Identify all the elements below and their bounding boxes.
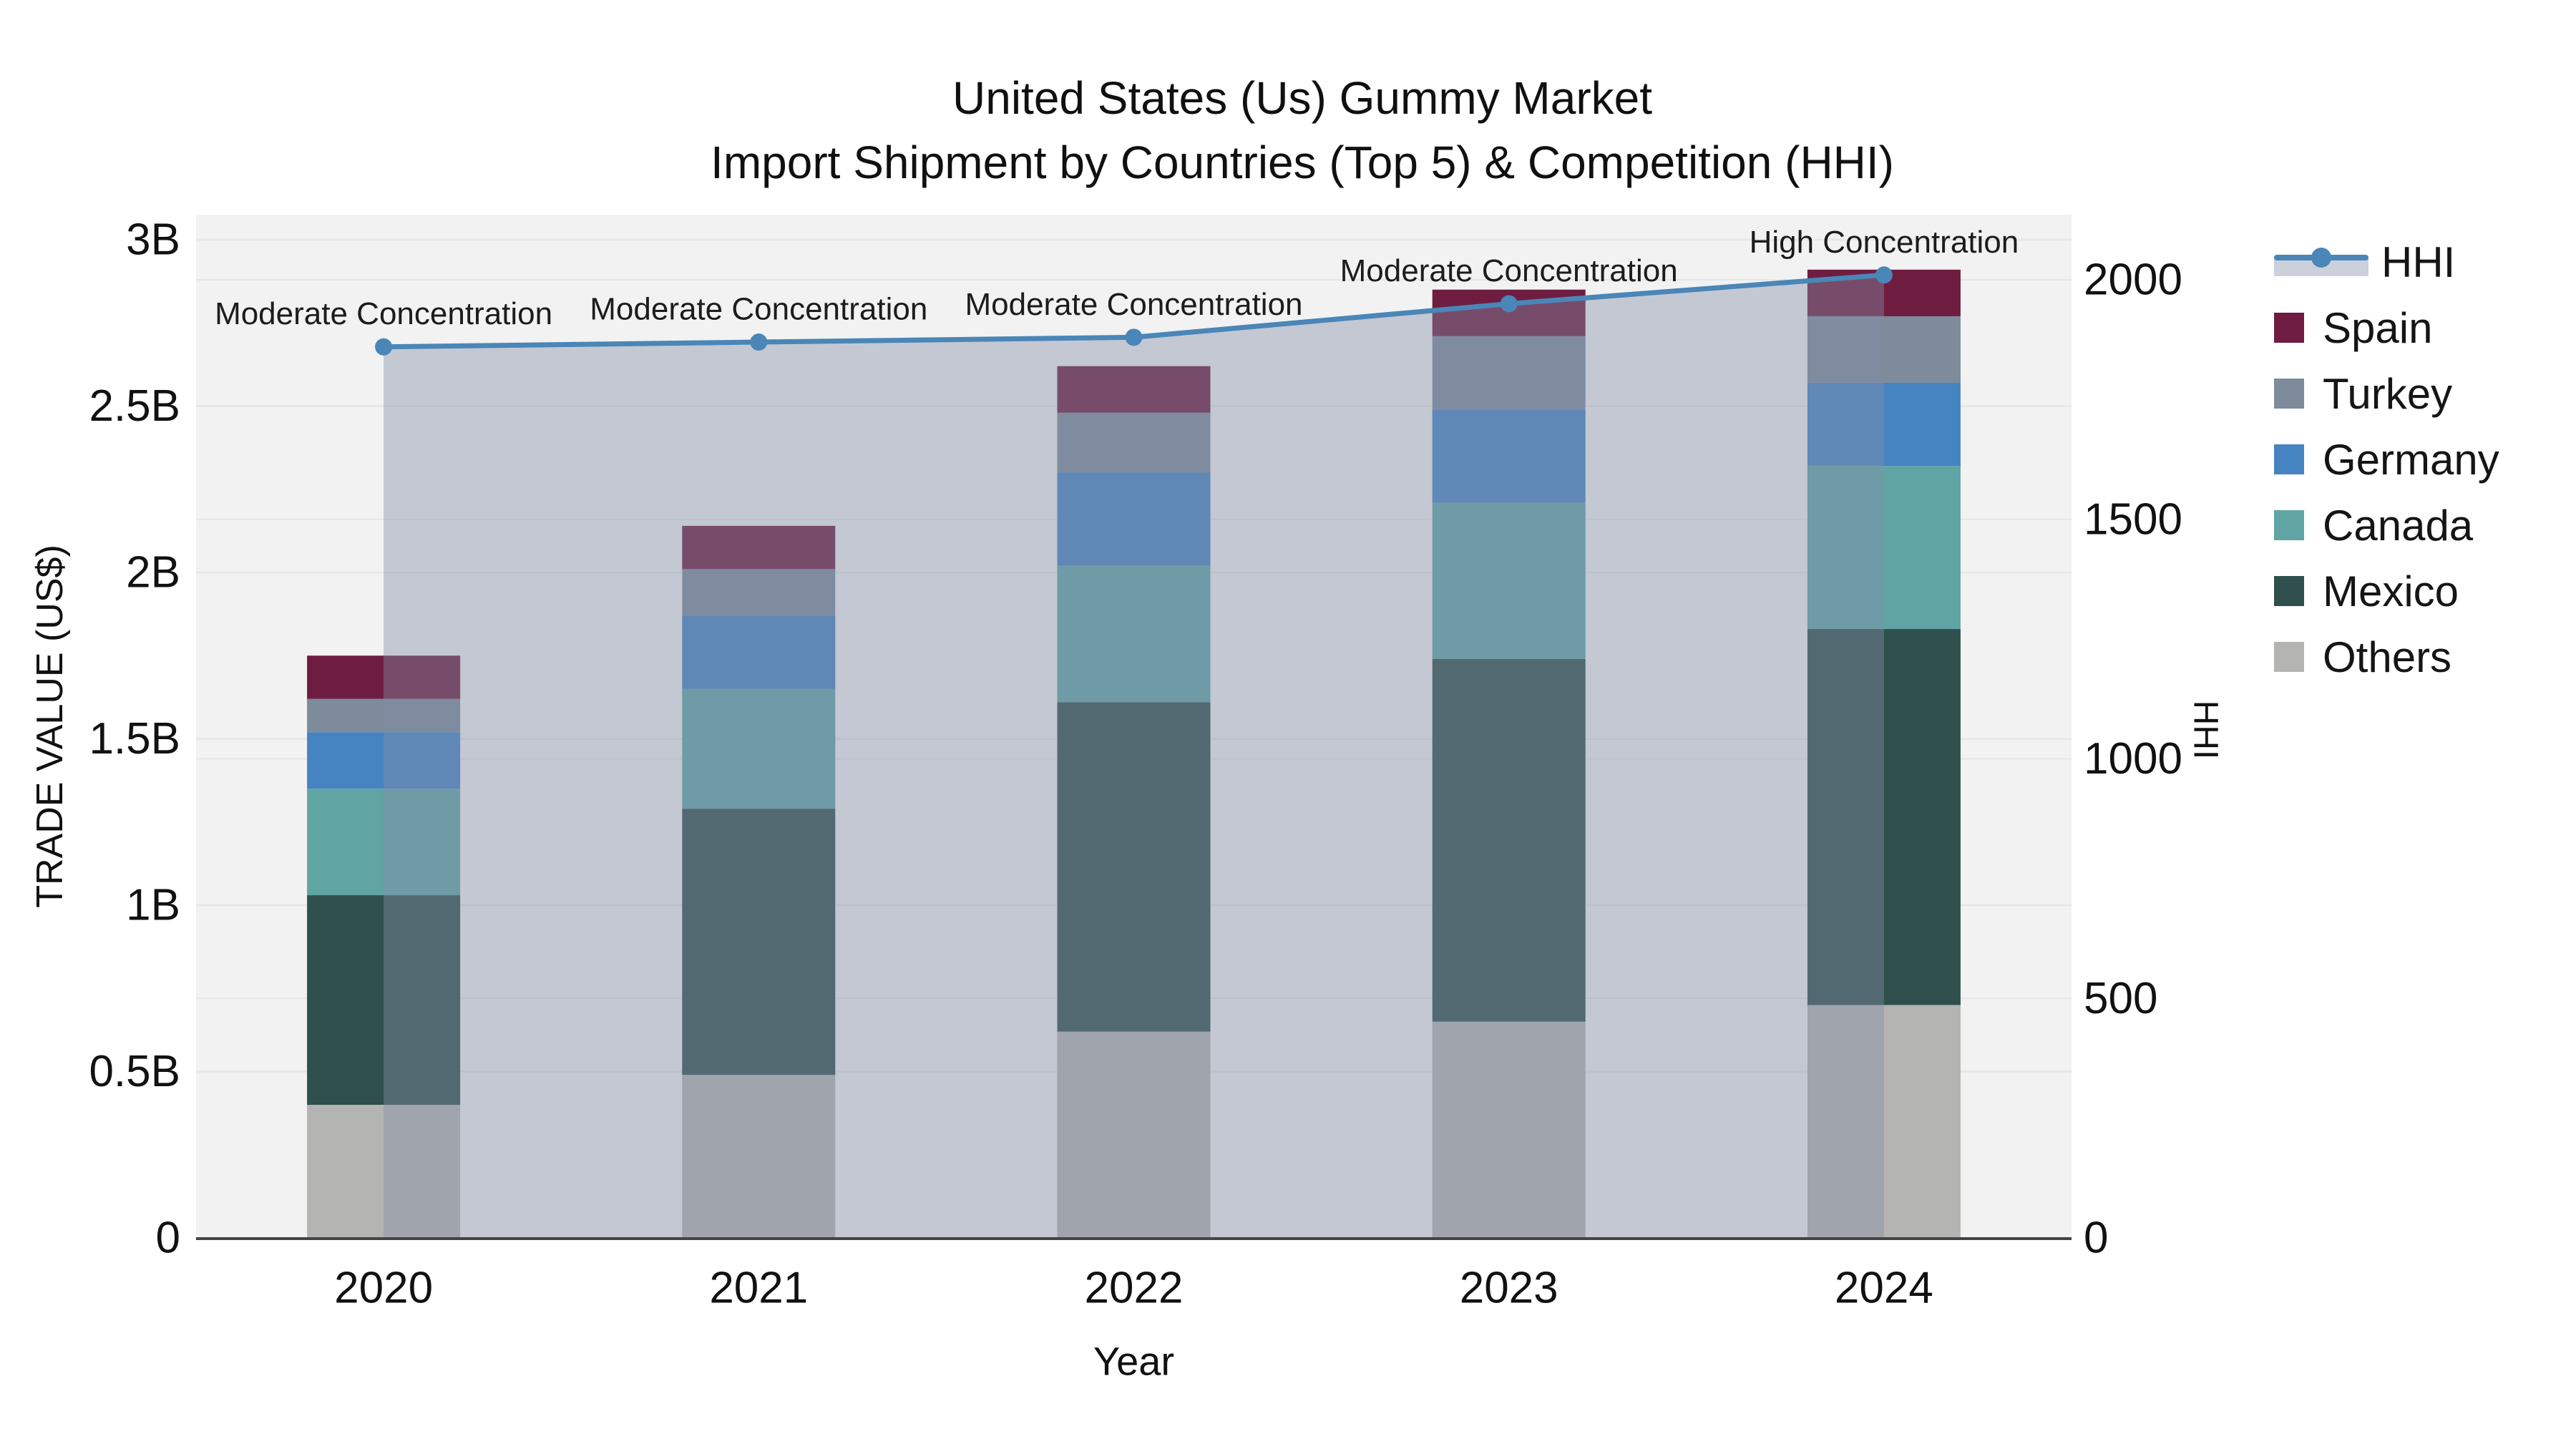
bar-segment-turkey-2024[interactable] — [1807, 316, 1961, 383]
annotation-2022: Moderate Concentration — [965, 287, 1302, 322]
hhi-point-2022[interactable] — [1125, 328, 1143, 346]
chart-title-line2: Import Shipment by Countries (Top 5) & C… — [711, 137, 1894, 188]
bar-segment-others-2022[interactable] — [1057, 1031, 1211, 1238]
legend-item-germany[interactable]: Germany — [2274, 426, 2499, 492]
left-axis-tick-0: 0 — [156, 1214, 180, 1263]
bar-segment-mexico-2020[interactable] — [307, 895, 461, 1105]
legend-label-canada: Canada — [2323, 501, 2474, 550]
hhi-point-2020[interactable] — [375, 338, 393, 356]
legend-label-mexico: Mexico — [2323, 567, 2459, 615]
bar-segment-turkey-2020[interactable] — [307, 698, 461, 733]
legend-swatch-mexico — [2274, 576, 2304, 606]
bar-segment-turkey-2021[interactable] — [682, 569, 836, 616]
x-axis-tick-2021: 2021 — [709, 1264, 808, 1313]
legend-item-mexico[interactable]: Mexico — [2274, 558, 2499, 624]
bar-segment-others-2020[interactable] — [307, 1105, 461, 1238]
hhi-area-fill — [384, 275, 1884, 1238]
bar-segment-germany-2023[interactable] — [1432, 409, 1586, 503]
bar-segment-canada-2022[interactable] — [1057, 565, 1211, 703]
bar-segment-germany-2022[interactable] — [1057, 472, 1211, 566]
bar-segment-spain-2022[interactable] — [1057, 366, 1211, 413]
bar-segment-canada-2020[interactable] — [307, 789, 461, 896]
bar-segment-others-2021[interactable] — [682, 1075, 836, 1238]
bar-segment-mexico-2022[interactable] — [1057, 702, 1211, 1032]
legend-swatch-turkey — [2274, 379, 2304, 409]
annotation-2021: Moderate Concentration — [590, 292, 927, 327]
legend-swatch-canada — [2274, 510, 2304, 540]
legend-item-spain[interactable]: Spain — [2274, 295, 2499, 361]
bar-segment-others-2023[interactable] — [1432, 1021, 1586, 1238]
hhi-marker-dot-icon — [2311, 248, 2331, 268]
legend-label-hhi: HHI — [2381, 238, 2456, 286]
bar-segment-mexico-2024[interactable] — [1807, 629, 1961, 1005]
right-axis-tick-1500: 1500 — [2084, 494, 2182, 544]
bar-segment-spain-2020[interactable] — [307, 655, 461, 699]
bar-segment-canada-2021[interactable] — [682, 688, 836, 809]
chart-title-line1: United States (Us) Gummy Market — [952, 72, 1652, 124]
legend-label-spain: Spain — [2323, 303, 2433, 352]
legend-item-others[interactable]: Others — [2274, 624, 2499, 690]
right-axis-tick-2000: 2000 — [2084, 255, 2182, 305]
bar-segment-turkey-2023[interactable] — [1432, 336, 1586, 410]
left-axis-tick-2.5B: 2.5B — [89, 381, 180, 431]
annotation-2020: Moderate Concentration — [215, 296, 552, 331]
right-axis-tick-0: 0 — [2084, 1214, 2108, 1263]
left-axis-tick-0.5B: 0.5B — [89, 1047, 180, 1096]
bar-segment-others-2024[interactable] — [1807, 1005, 1961, 1239]
legend-swatch-germany — [2274, 444, 2304, 474]
bar-segment-spain-2021[interactable] — [682, 525, 836, 570]
x-axis-title: Year — [1093, 1339, 1174, 1384]
hhi-point-2021[interactable] — [750, 333, 768, 351]
annotation-2024: High Concentration — [1750, 225, 2019, 260]
legend-item-canada[interactable]: Canada — [2274, 492, 2499, 558]
bar-segment-germany-2020[interactable] — [307, 732, 461, 789]
left-axis-tick-2B: 2B — [126, 548, 180, 597]
bar-segment-mexico-2023[interactable] — [1432, 658, 1586, 1022]
chart-title: United States (Us) Gummy Market Import S… — [711, 66, 1894, 195]
bar-segment-canada-2024[interactable] — [1807, 466, 1961, 630]
legend-swatch-spain — [2274, 313, 2304, 343]
chart-legend: HHI Spain Turkey Germany Canada Mexico Others — [2274, 229, 2499, 690]
bar-segment-germany-2024[interactable] — [1807, 382, 1961, 467]
left-axis-tick-3B: 3B — [126, 215, 180, 265]
hhi-point-2023[interactable] — [1500, 295, 1518, 313]
legend-item-turkey[interactable]: Turkey — [2274, 361, 2499, 426]
annotation-2023: Moderate Concentration — [1340, 253, 1678, 288]
right-axis-tick-1000: 1000 — [2084, 734, 2182, 784]
legend-label-others: Others — [2323, 633, 2452, 681]
x-axis-tick-2020: 2020 — [334, 1264, 433, 1313]
legend-label-germany: Germany — [2323, 435, 2499, 484]
left-axis-tick-1B: 1B — [126, 881, 180, 930]
right-axis-tick-500: 500 — [2084, 974, 2157, 1023]
bar-segment-germany-2021[interactable] — [682, 615, 836, 689]
legend-item-hhi[interactable]: HHI — [2274, 229, 2499, 295]
hhi-line-legend-icon — [2274, 245, 2368, 279]
hhi-point-2024[interactable] — [1875, 266, 1893, 284]
left-axis-tick-1.5B: 1.5B — [89, 714, 180, 763]
legend-label-turkey: Turkey — [2323, 369, 2453, 418]
bar-segment-turkey-2022[interactable] — [1057, 412, 1211, 473]
left-axis-title: TRADE VALUE (US$) — [29, 545, 71, 908]
bar-segment-mexico-2021[interactable] — [682, 809, 836, 1075]
legend-swatch-others — [2274, 642, 2304, 672]
x-axis-tick-2024: 2024 — [1835, 1264, 1933, 1313]
bar-segment-canada-2023[interactable] — [1432, 502, 1586, 659]
x-axis-tick-2022: 2022 — [1085, 1264, 1184, 1313]
x-axis-tick-2023: 2023 — [1460, 1264, 1558, 1313]
right-axis-title: HHI — [2187, 701, 2225, 760]
